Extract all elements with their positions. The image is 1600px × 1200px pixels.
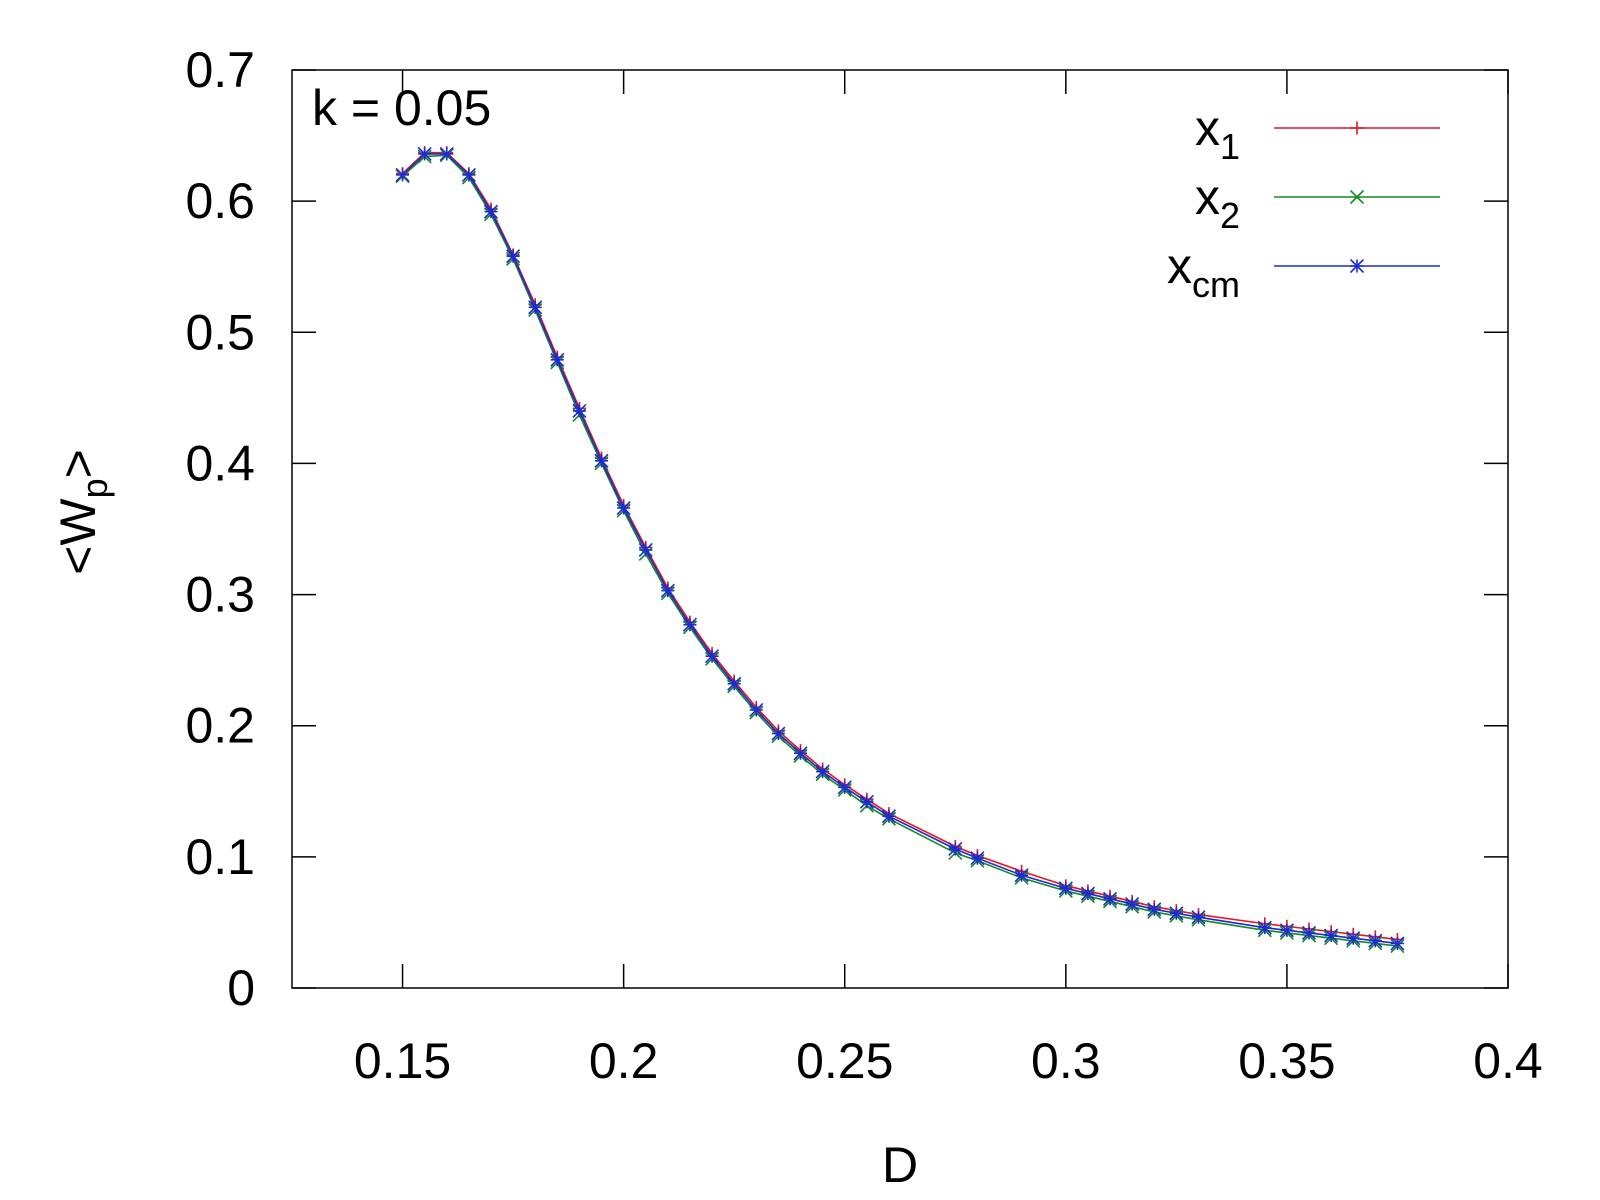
data-point-xcm <box>837 780 852 795</box>
data-point-xcm <box>771 726 786 741</box>
y-tick-label: 0.5 <box>185 304 255 360</box>
y-tick-label: 0.4 <box>185 435 255 491</box>
data-point-xcm <box>638 542 653 558</box>
data-point-xcm <box>1125 897 1140 912</box>
x-tick-label: 0.3 <box>1031 1033 1101 1089</box>
data-point-xcm <box>1324 928 1339 943</box>
data-point-xcm <box>1279 923 1294 938</box>
legend-label-x2: x2 <box>1195 169 1240 236</box>
series-layer <box>395 146 1405 954</box>
legend-marker-x1 <box>1350 121 1364 135</box>
data-point-xcm <box>948 841 963 857</box>
data-point-xcm <box>1257 920 1272 935</box>
data-point-xcm <box>1147 902 1162 917</box>
x-tick-label: 0.25 <box>796 1033 893 1089</box>
data-point-xcm <box>1346 931 1361 946</box>
legend-label-sub: cm <box>1192 264 1240 305</box>
data-point-xcm <box>594 453 609 468</box>
y-tick-label: 0.1 <box>185 829 255 885</box>
series-line-xcm <box>401 153 1398 945</box>
x-axis-title: D <box>882 1137 918 1193</box>
labels-layer: 0.15 0.2 0.25 0.3 0.35 0.4 0 0.1 0.2 0.3 0.4 0.5 0.6… <box>185 42 1542 1089</box>
data-point-xcm <box>417 146 432 161</box>
data-point-xcm <box>1368 933 1383 948</box>
legend-label-x1: x1 <box>1195 100 1240 167</box>
legend-label-sub: 2 <box>1220 195 1240 236</box>
data-point-xcm <box>528 300 543 315</box>
data-point-xcm <box>1058 881 1073 896</box>
data-point-xcm <box>1080 886 1095 901</box>
y-tick-label: 0.7 <box>185 42 255 98</box>
series-line-x2 <box>402 154 1398 947</box>
y-tick-label: 0.6 <box>185 173 255 229</box>
y-axis-title-base: <W <box>50 498 106 575</box>
annotation-label: k = 0.05 <box>312 80 491 136</box>
y-axis-title-end: > <box>50 449 106 478</box>
data-point-xcm <box>682 617 698 632</box>
data-point-xcm <box>483 204 499 219</box>
data-point-xcm <box>1390 936 1405 951</box>
legend-label-sub: 1 <box>1220 126 1240 167</box>
data-point-xcm <box>1014 868 1029 883</box>
y-tick-label: 0 <box>227 960 255 1016</box>
legend-marker-xcm <box>1349 258 1365 274</box>
data-point-xcm <box>881 809 897 824</box>
legend-label-base: x <box>1167 238 1192 294</box>
data-point-xcm <box>727 676 742 691</box>
data-point-xcm <box>616 500 631 516</box>
legend-label-base: x <box>1195 169 1220 225</box>
data-point-xcm <box>793 746 808 761</box>
data-point-xcm <box>1102 891 1118 906</box>
data-point-xcm <box>660 583 675 598</box>
y-axis-title: <Wp> <box>50 449 115 575</box>
data-point-xcm <box>705 649 720 664</box>
legend-marker-x2 <box>1349 189 1365 205</box>
data-point-xcm <box>815 764 830 779</box>
data-point-xcm <box>970 851 985 866</box>
data-point-xcm <box>1301 925 1317 940</box>
data-point-xcm <box>506 249 521 264</box>
x-tick-label: 0.4 <box>1473 1033 1543 1089</box>
data-point-xcm <box>1169 906 1184 921</box>
y-axis-title-sub: p <box>74 478 115 498</box>
data-point-xcm <box>1191 910 1206 925</box>
x-tick-label: 0.15 <box>354 1033 451 1089</box>
data-point-xcm <box>439 146 454 161</box>
legend-label-xcm: xcm <box>1167 238 1240 305</box>
y-tick-label: 0.3 <box>185 567 255 623</box>
data-point-xcm <box>859 794 874 809</box>
legend-label-base: x <box>1195 100 1220 156</box>
data-point-xcm <box>572 403 587 419</box>
series-xcm <box>395 146 1405 951</box>
x-tick-label: 0.35 <box>1238 1033 1335 1089</box>
plot-frame <box>291 69 1509 989</box>
data-point-xcm <box>461 167 476 182</box>
x-tick-label: 0.2 <box>589 1033 659 1089</box>
data-point-xcm <box>550 352 565 367</box>
y-tick-label: 0.2 <box>185 698 255 754</box>
data-point-xcm <box>395 167 410 182</box>
series-line-x1 <box>401 151 1398 941</box>
data-point-xcm <box>749 702 764 718</box>
